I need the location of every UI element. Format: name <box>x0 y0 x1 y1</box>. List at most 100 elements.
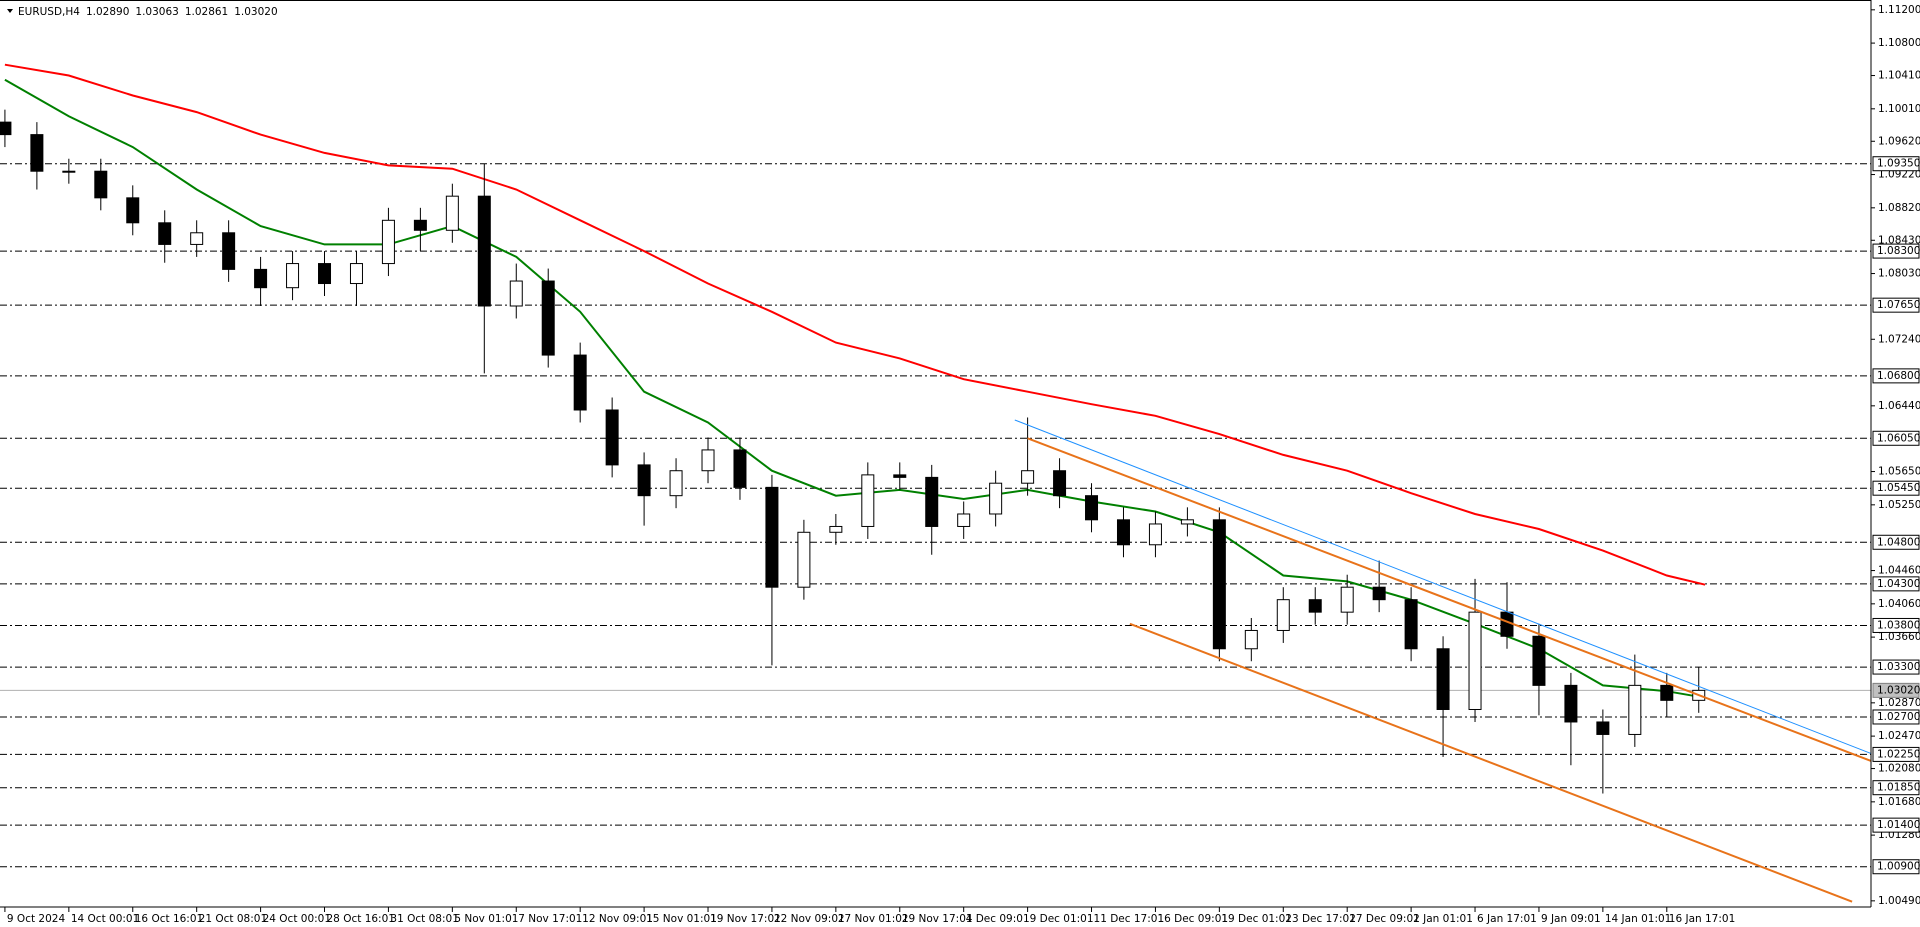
x-tick-label: 27 Nov 01:01 <box>838 913 909 925</box>
y-tick-label: 1.07240 <box>1878 333 1920 345</box>
y-tick-label: 1.08820 <box>1878 202 1920 214</box>
level-label-box <box>1872 859 1920 875</box>
x-tick-label: 7 Nov 17:01 <box>518 913 582 925</box>
level-label: 1.02700 <box>1877 711 1920 723</box>
x-tick-label: 9 Dec 01:01 <box>1030 913 1094 925</box>
x-tick-label: 4 Dec 09:01 <box>966 913 1030 925</box>
trendline <box>1014 419 1871 755</box>
candle-body <box>1053 470 1067 497</box>
candle-body <box>989 482 1003 515</box>
level-label: 1.06800 <box>1877 370 1920 382</box>
candle-body <box>222 232 236 270</box>
y-tick-label: 1.06440 <box>1878 400 1920 412</box>
candle-body <box>1564 684 1578 723</box>
candle-body <box>925 476 939 527</box>
candle-body <box>957 513 971 527</box>
ohlc-value: 1.03063 <box>135 6 178 18</box>
x-tick-label: 2 Jan 01:01 <box>1413 913 1473 925</box>
level-label-box <box>1872 576 1920 592</box>
candle-body <box>1276 599 1290 631</box>
x-tick-label: 15 Nov 01:01 <box>646 913 717 925</box>
x-tick-label: 16 Dec 09:01 <box>1157 913 1228 925</box>
candle-body <box>1116 519 1130 546</box>
candle-body <box>829 525 843 533</box>
x-tick-label: 14 Oct 00:01 <box>71 913 139 925</box>
candle-body <box>381 219 395 265</box>
x-tick-label: 19 Nov 17:01 <box>710 913 781 925</box>
y-tick-label: 1.10010 <box>1878 103 1920 115</box>
x-tick-label: 19 Dec 01:01 <box>1221 913 1292 925</box>
level-label: 1.04800 <box>1877 536 1920 548</box>
y-tick-label: 1.04460 <box>1878 565 1920 577</box>
candle-body <box>318 263 332 285</box>
level-label-box <box>1872 817 1920 833</box>
candle-body <box>733 449 747 488</box>
candle-body <box>126 197 140 224</box>
x-tick-label: 5 Nov 01:01 <box>454 913 518 925</box>
candle-body <box>541 280 555 356</box>
candle-body <box>477 195 491 307</box>
x-tick-label: 11 Dec 17:01 <box>1094 913 1165 925</box>
ohlc-value: 1.02890 <box>86 6 129 18</box>
candle-body <box>1212 519 1226 650</box>
candle-body <box>349 263 363 285</box>
candle-body <box>286 263 300 289</box>
x-tick-label: 9 Oct 2024 <box>7 913 66 925</box>
candle-body <box>765 486 779 588</box>
level-label-box <box>1872 297 1920 313</box>
candle-body <box>1244 629 1258 650</box>
candle-body <box>1085 495 1099 521</box>
level-label-box <box>1872 368 1920 384</box>
y-tick-label: 1.01680 <box>1878 796 1920 808</box>
collapse-arrow[interactable] <box>7 9 13 13</box>
candle-body <box>637 464 651 497</box>
y-tick-label: 1.11200 <box>1878 4 1920 16</box>
x-tick-label: 27 Dec 09:01 <box>1349 913 1420 925</box>
level-label: 1.00900 <box>1877 861 1920 873</box>
candle-body <box>62 170 76 173</box>
y-tick-label: 1.02870 <box>1878 697 1920 709</box>
candle-body <box>509 280 523 307</box>
trendline <box>1129 622 1853 903</box>
candle-body <box>254 268 268 289</box>
ohlc-value: 1.03020 <box>234 6 277 18</box>
candle-body <box>1372 586 1386 601</box>
candle-body <box>1021 470 1035 484</box>
candle-body <box>1436 648 1450 710</box>
level-label: 1.07650 <box>1877 299 1920 311</box>
y-tick-label: 1.10410 <box>1878 70 1920 82</box>
candle-body <box>0 121 12 136</box>
candle-body <box>1148 523 1162 546</box>
x-tick-label: 22 Nov 09:01 <box>774 913 845 925</box>
y-tick-label: 1.00490 <box>1878 895 1920 907</box>
candle-body <box>1660 684 1674 701</box>
y-tick-label: 1.04060 <box>1878 598 1920 610</box>
x-tick-label: 31 Oct 08:01 <box>390 913 458 925</box>
candle-body <box>893 474 907 478</box>
level-label: 1.03800 <box>1877 619 1920 631</box>
symbol-header: EURUSD,H4 1.02890 1.03063 1.02861 1.03020 <box>18 6 278 18</box>
y-tick-label: 1.02080 <box>1878 763 1920 775</box>
level-label: 1.09350 <box>1877 158 1920 170</box>
x-tick-label: 16 Jan 17:01 <box>1669 913 1735 925</box>
level-label-box <box>1872 659 1920 675</box>
candle-body <box>1596 721 1610 735</box>
y-tick-label: 1.09220 <box>1878 169 1920 181</box>
level-label-box <box>1872 534 1920 550</box>
symbol: EURUSD,H4 <box>18 6 80 18</box>
candle-body <box>94 170 108 199</box>
x-tick-label: 12 Nov 09:01 <box>582 913 653 925</box>
x-tick-label: 16 Oct 16:01 <box>135 913 203 925</box>
candle-body <box>701 449 715 472</box>
y-tick-label: 1.10800 <box>1878 37 1920 49</box>
level-label: 1.01400 <box>1877 819 1920 831</box>
candle-body <box>190 232 204 245</box>
ohlc-value: 1.02861 <box>185 6 228 18</box>
x-tick-label: 29 Nov 17:01 <box>902 913 973 925</box>
level-label-box <box>1872 156 1920 172</box>
current-price-label: 1.03020 <box>1877 684 1920 696</box>
level-label: 1.06050 <box>1877 432 1920 444</box>
candle-body <box>797 531 811 588</box>
